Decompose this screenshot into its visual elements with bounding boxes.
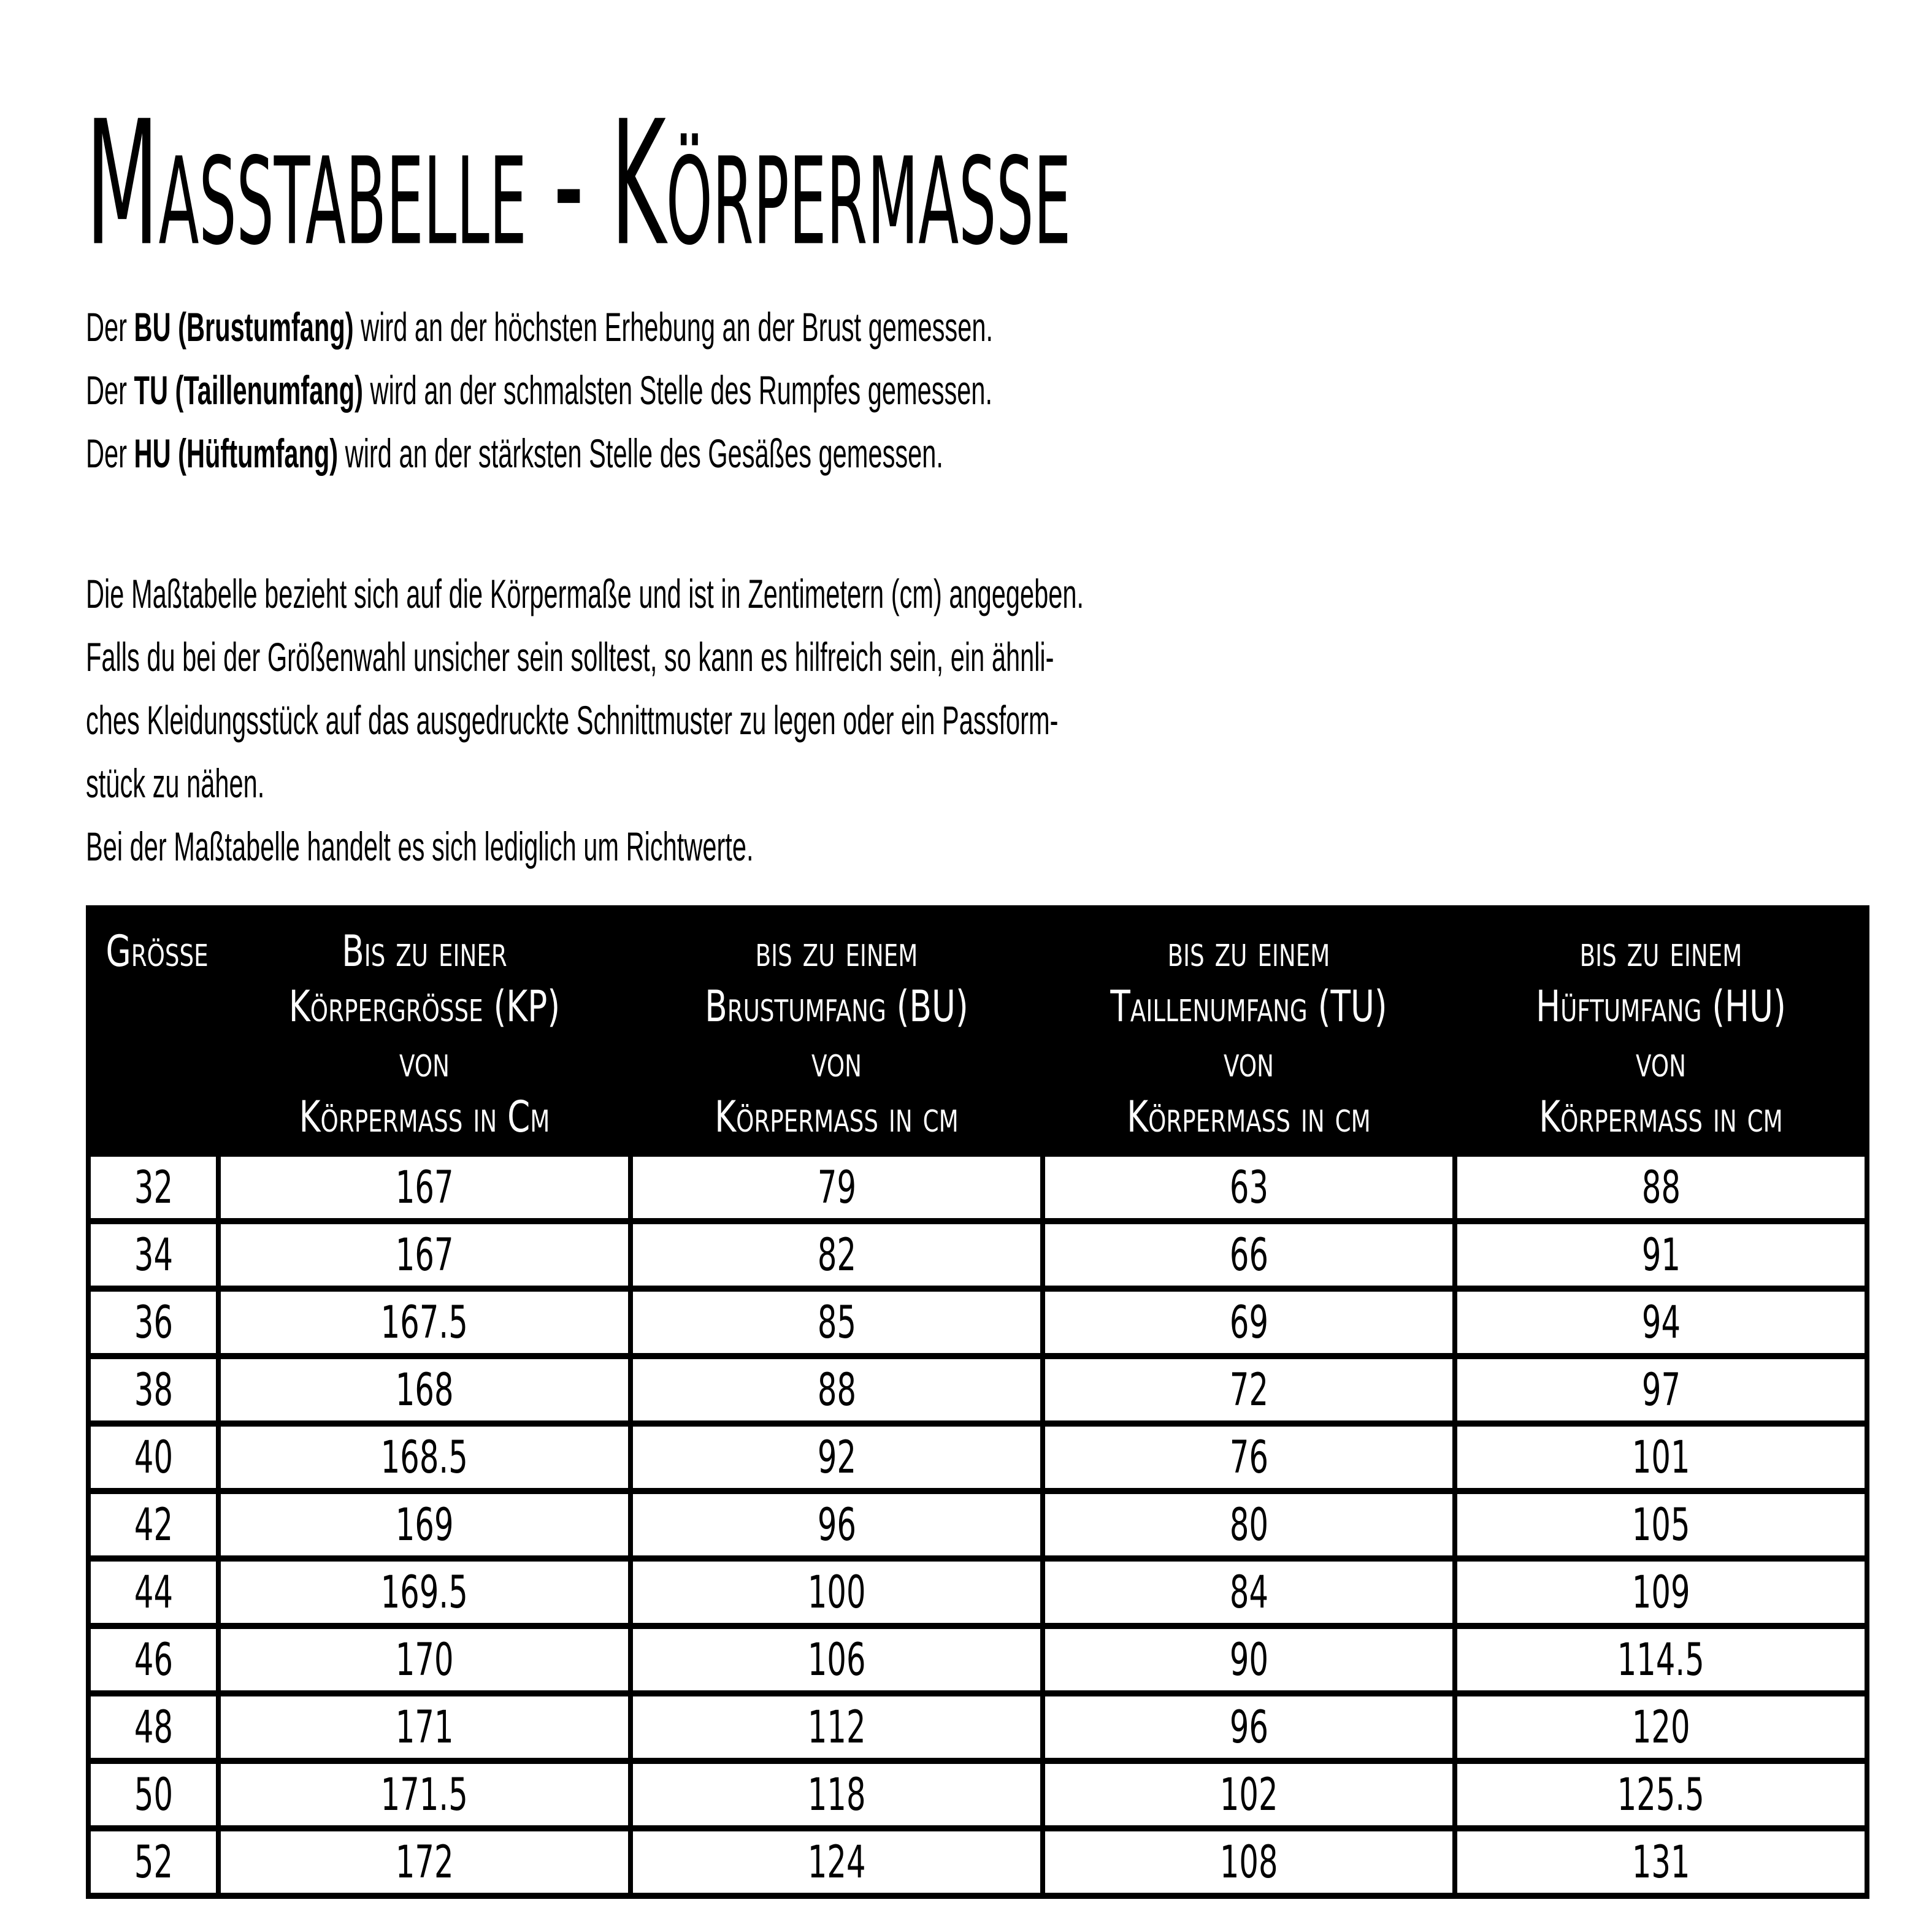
size-cell: 50 [86, 1758, 221, 1831]
kp-cell: 170 [216, 1623, 633, 1696]
header-cell-taillenumfang: bis zu einem Taillenumfang (TU) von Körp… [1040, 905, 1457, 1157]
table-row: 42 169 96 80 105 [86, 1488, 1869, 1562]
size-cell: 46 [86, 1623, 221, 1696]
hu-cell: 125.5 [1452, 1758, 1869, 1831]
bu-cell: 112 [628, 1690, 1045, 1764]
hu-cell: 97 [1452, 1353, 1869, 1427]
hu-cell: 109 [1452, 1555, 1869, 1629]
kp-cell: 168 [216, 1353, 633, 1427]
tu-cell: 108 [1040, 1825, 1457, 1899]
header-cell-koerpergroesse: Bis zu einer Körpergröße (KP) von Körper… [216, 905, 633, 1157]
tu-cell: 102 [1040, 1758, 1457, 1831]
bu-cell: 88 [628, 1353, 1045, 1427]
table-row: 34 167 82 66 91 [86, 1218, 1869, 1292]
table-row: 36 167.5 85 69 94 [86, 1286, 1869, 1359]
table-header-row: Größe Bis zu einer Körpergröße (KP) von … [86, 905, 1869, 1157]
kp-cell: 167 [216, 1151, 633, 1224]
table-row: 52 172 124 108 131 [86, 1825, 1869, 1899]
bu-cell: 85 [628, 1286, 1045, 1359]
hu-cell: 114.5 [1452, 1623, 1869, 1696]
kp-cell: 169 [216, 1488, 633, 1562]
size-cell: 38 [86, 1353, 221, 1427]
tu-cell: 66 [1040, 1218, 1457, 1292]
bu-cell: 118 [628, 1758, 1045, 1831]
size-cell: 44 [86, 1555, 221, 1629]
intro-line-hu-rest: wird an der stärksten Stelle des Gesäßes… [338, 431, 943, 476]
header-cell-brustumfang: bis zu einem Brustumfang (BU) von Körper… [628, 905, 1045, 1157]
table-row: 38 168 88 72 97 [86, 1353, 1869, 1427]
size-table: Größe Bis zu einer Körpergröße (KP) von … [86, 905, 1869, 1899]
size-cell: 42 [86, 1488, 221, 1562]
table-row: 40 168.5 92 76 101 [86, 1420, 1869, 1494]
intro-line-hu-term: HU (Hüftumfang) [134, 431, 339, 476]
size-cell: 48 [86, 1690, 221, 1764]
kp-cell: 167 [216, 1218, 633, 1292]
hu-cell: 131 [1452, 1825, 1869, 1899]
intro-line-tu-term: TU (Taillenumfang) [134, 367, 363, 413]
table-row: 44 169.5 100 84 109 [86, 1555, 1869, 1629]
kp-cell: 171 [216, 1690, 633, 1764]
header-cell-groesse: Größe [86, 905, 221, 1157]
intro-line-hu-prefix: Der [86, 431, 134, 476]
tu-cell: 63 [1040, 1151, 1457, 1224]
size-cell: 34 [86, 1218, 221, 1292]
kp-cell: 167.5 [216, 1286, 633, 1359]
bu-cell: 79 [628, 1151, 1045, 1224]
table-row: 46 170 106 90 114.5 [86, 1623, 1869, 1696]
hu-cell: 94 [1452, 1286, 1869, 1359]
table-row: 48 171 112 96 120 [86, 1690, 1869, 1764]
note-paragraph: Die Maßtabelle bezieht sich auf die Körp… [86, 571, 1084, 869]
table-row: 32 167 79 63 88 [86, 1151, 1869, 1224]
bu-cell: 92 [628, 1420, 1045, 1494]
size-cell: 52 [86, 1825, 221, 1899]
intro-line-bu-prefix: Der [86, 304, 134, 350]
tu-cell: 69 [1040, 1286, 1457, 1359]
bu-cell: 100 [628, 1555, 1045, 1629]
bu-cell: 106 [628, 1623, 1045, 1696]
kp-cell: 172 [216, 1825, 633, 1899]
hu-cell: 120 [1452, 1690, 1869, 1764]
tu-cell: 72 [1040, 1353, 1457, 1427]
size-cell: 40 [86, 1420, 221, 1494]
kp-cell: 169.5 [216, 1555, 633, 1629]
bu-cell: 82 [628, 1218, 1045, 1292]
tu-cell: 90 [1040, 1623, 1457, 1696]
kp-cell: 168.5 [216, 1420, 633, 1494]
document-page: Maßtabelle - Körpermaße Der BU (Brustumf… [0, 98, 1932, 1899]
kp-cell: 171.5 [216, 1758, 633, 1831]
intro-line-tu: Der TU (Taillenumfang) wird an der schma… [86, 359, 1249, 422]
intro-line-bu-rest: wird an der höchsten Erhebung an der Bru… [353, 304, 994, 350]
tu-cell: 96 [1040, 1690, 1457, 1764]
intro-line-hu: Der HU (Hüftumfang) wird an der stärkste… [86, 422, 1249, 485]
intro-line-tu-prefix: Der [86, 367, 134, 413]
hu-cell: 91 [1452, 1218, 1869, 1292]
intro-line-tu-rest: wird an der schmalsten Stelle des Rumpfe… [362, 367, 993, 413]
hu-cell: 105 [1452, 1488, 1869, 1562]
bu-cell: 96 [628, 1488, 1045, 1562]
hu-cell: 101 [1452, 1420, 1869, 1494]
tu-cell: 76 [1040, 1420, 1457, 1494]
tu-cell: 80 [1040, 1488, 1457, 1562]
bu-cell: 124 [628, 1825, 1045, 1899]
header-cell-hueftumfang: bis zu einem Hüftumfang (HU) von Körperm… [1452, 905, 1869, 1157]
tu-cell: 84 [1040, 1555, 1457, 1629]
intro-line-bu: Der BU (Brustumfang) wird an der höchste… [86, 296, 1249, 359]
size-cell: 32 [86, 1151, 221, 1224]
table-row: 50 171.5 118 102 125.5 [86, 1758, 1869, 1831]
intro-paragraph: Der BU (Brustumfang) wird an der höchste… [86, 296, 1249, 485]
intro-line-bu-term: BU (Brustumfang) [134, 304, 354, 350]
page-title: Maßtabelle - Körpermaße [86, 98, 1932, 269]
page-title-text: Maßtabelle - Körpermaße [86, 83, 1071, 284]
hu-cell: 88 [1452, 1151, 1869, 1224]
size-cell: 36 [86, 1286, 221, 1359]
